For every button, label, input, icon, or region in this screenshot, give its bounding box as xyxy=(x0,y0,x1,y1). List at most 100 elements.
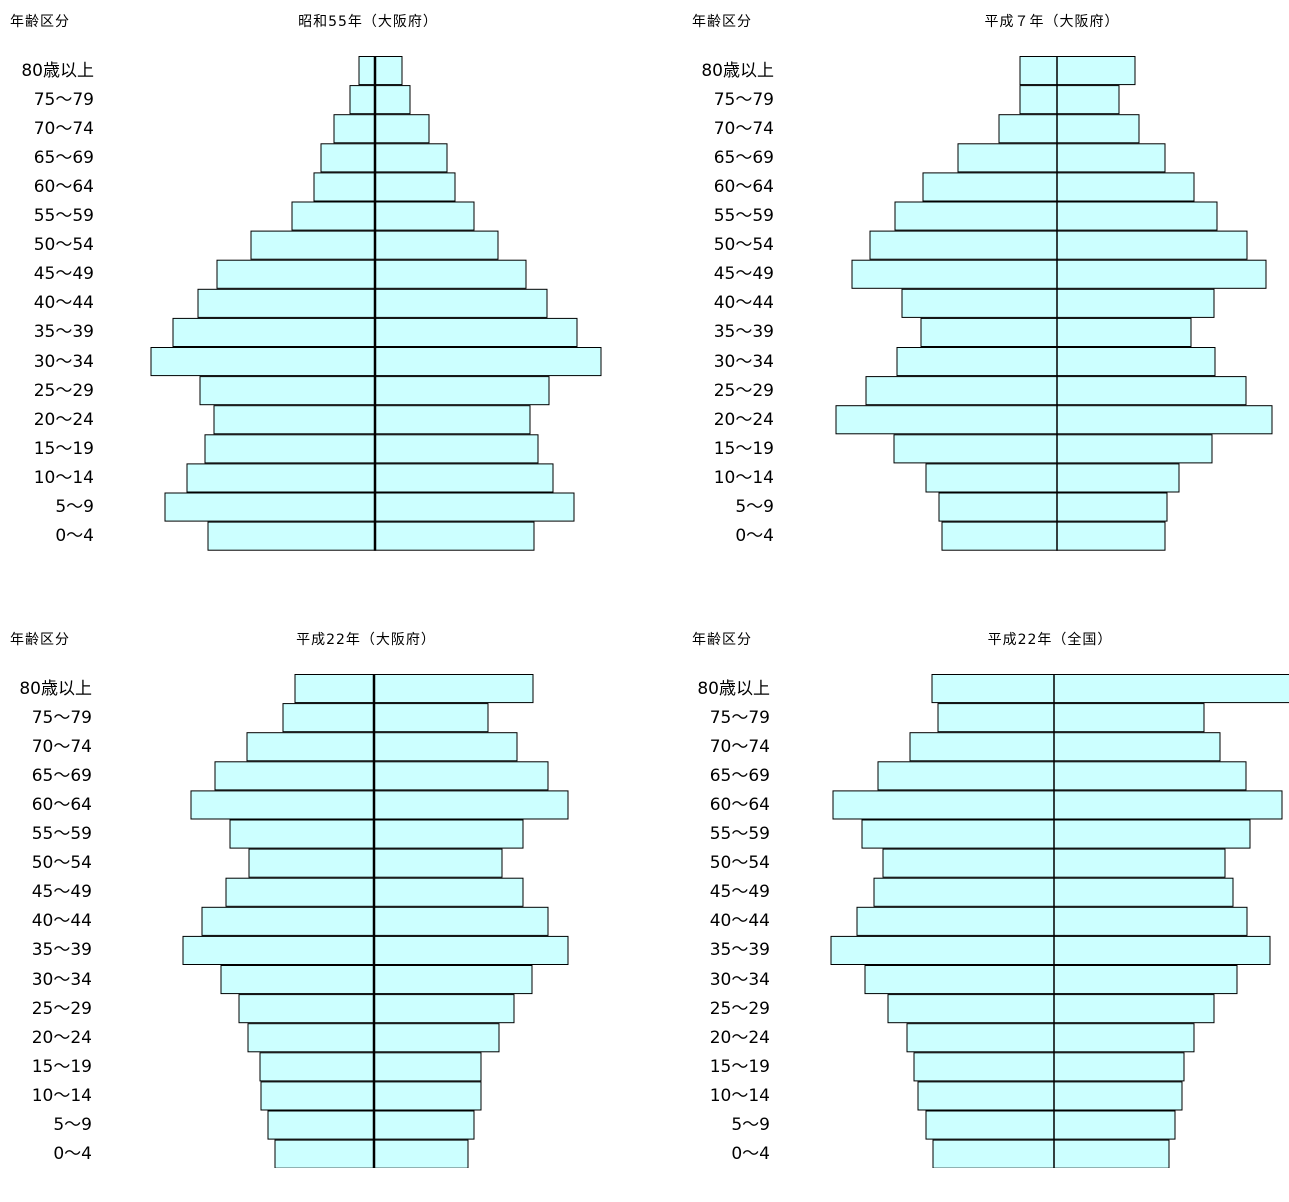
age-tick-label: 35〜39 xyxy=(713,322,774,343)
age-tick-label: 70〜74 xyxy=(31,736,92,757)
bar-left-0 xyxy=(931,674,1055,704)
age-tick-label: 75〜79 xyxy=(709,707,770,728)
bar-right-4 xyxy=(374,172,456,202)
bar-left-11 xyxy=(199,376,376,406)
bar-left-16 xyxy=(274,1139,375,1168)
age-tick-label: 5〜9 xyxy=(731,1115,770,1136)
bar-right-1 xyxy=(1056,85,1120,115)
bar-left-10 xyxy=(864,965,1055,995)
bar-right-12 xyxy=(373,1023,500,1053)
chart-title: 平成７年（大阪府） xyxy=(984,14,1120,30)
age-tick-label: 65〜69 xyxy=(709,765,770,786)
chart-title: 昭和55年（大阪府） xyxy=(298,14,438,30)
bar-right-3 xyxy=(374,143,448,173)
pyramid-plot xyxy=(835,56,1273,551)
age-tick-label: 5〜9 xyxy=(55,497,94,518)
age-tick-label: 25〜29 xyxy=(31,998,92,1019)
bar-right-9 xyxy=(373,935,569,965)
bar-right-1 xyxy=(1053,703,1205,733)
age-tick-label: 30〜34 xyxy=(31,969,92,990)
bar-right-10 xyxy=(1053,965,1238,995)
bar-right-5 xyxy=(1053,819,1251,849)
bar-left-8 xyxy=(197,288,376,318)
age-tick-label: 40〜44 xyxy=(33,293,94,314)
bar-right-4 xyxy=(1053,790,1283,820)
age-tick-label: 55〜59 xyxy=(709,824,770,845)
age-tick-label: 15〜19 xyxy=(709,1056,770,1077)
bar-left-16 xyxy=(932,1139,1055,1168)
age-tick-label: 75〜79 xyxy=(31,707,92,728)
age-tick-label: 15〜19 xyxy=(713,438,774,459)
age-tick-label: 50〜54 xyxy=(31,853,92,874)
bar-right-9 xyxy=(1056,317,1192,347)
bar-left-5 xyxy=(291,201,376,231)
bar-left-1 xyxy=(282,703,375,733)
age-tick-label: 10〜14 xyxy=(31,1085,92,1106)
chart-title: 平成22年（全国） xyxy=(987,632,1113,648)
bar-right-8 xyxy=(373,906,549,936)
age-tick-label: 70〜74 xyxy=(709,736,770,757)
bar-left-7 xyxy=(216,259,376,289)
bar-right-2 xyxy=(374,114,430,144)
bar-left-5 xyxy=(861,819,1055,849)
age-tick-label: 35〜39 xyxy=(33,322,94,343)
bar-left-13 xyxy=(913,1052,1055,1082)
bar-right-11 xyxy=(374,376,550,406)
bar-right-15 xyxy=(1053,1110,1176,1140)
age-tick-label: 30〜34 xyxy=(33,351,94,372)
bar-right-4 xyxy=(1056,172,1195,202)
bar-left-0 xyxy=(294,674,375,704)
bar-right-16 xyxy=(373,1139,469,1168)
bar-left-10 xyxy=(220,965,375,995)
bar-left-6 xyxy=(250,230,376,260)
pyramid-plot xyxy=(830,674,1289,1168)
bar-left-1 xyxy=(937,703,1055,733)
bar-left-12 xyxy=(213,405,376,435)
age-tick-label: 35〜39 xyxy=(31,940,92,961)
bar-left-8 xyxy=(856,906,1055,936)
bar-right-15 xyxy=(374,492,575,522)
bar-left-15 xyxy=(267,1110,375,1140)
age-tick-label: 65〜69 xyxy=(713,147,774,168)
bar-right-5 xyxy=(373,819,524,849)
bar-right-6 xyxy=(373,848,503,878)
bar-right-13 xyxy=(1053,1052,1185,1082)
age-tick-label: 5〜9 xyxy=(735,497,774,518)
age-tick-label: 65〜69 xyxy=(31,765,92,786)
age-tick-label: 30〜34 xyxy=(713,351,774,372)
bar-right-12 xyxy=(374,405,531,435)
age-tick-label: 50〜54 xyxy=(33,235,94,256)
age-tick-label: 0〜4 xyxy=(731,1144,770,1165)
age-tick-label: 25〜29 xyxy=(709,998,770,1019)
bar-left-14 xyxy=(260,1081,375,1111)
bar-left-2 xyxy=(998,114,1058,144)
bar-right-7 xyxy=(1056,259,1267,289)
bar-left-4 xyxy=(190,790,375,820)
bar-left-13 xyxy=(893,434,1058,464)
age-tick-label: 25〜29 xyxy=(33,380,94,401)
bar-left-1 xyxy=(1019,85,1058,115)
age-tick-label: 75〜79 xyxy=(713,89,774,110)
bar-right-6 xyxy=(1053,848,1226,878)
bar-right-12 xyxy=(1053,1023,1195,1053)
bar-right-5 xyxy=(1056,201,1218,231)
bar-right-7 xyxy=(374,259,527,289)
bar-right-10 xyxy=(374,347,602,377)
age-tick-label: 80歳以上 xyxy=(697,678,770,699)
bar-right-0 xyxy=(1056,56,1136,86)
bar-right-12 xyxy=(1056,405,1273,435)
pyramid-plot xyxy=(150,56,602,551)
age-tick-label: 60〜64 xyxy=(709,794,770,815)
age-tick-label: 25〜29 xyxy=(713,380,774,401)
bar-right-4 xyxy=(373,790,569,820)
bar-right-11 xyxy=(373,994,515,1024)
bar-left-16 xyxy=(941,521,1058,551)
bar-right-11 xyxy=(1053,994,1215,1024)
age-tick-label: 45〜49 xyxy=(709,882,770,903)
pyramid-chart-h7-osaka: 年齢区分 平成７年（大阪府） 80歳以上 75〜79 70〜74 65〜69 60〜64… xyxy=(682,0,1289,584)
bar-right-14 xyxy=(373,1081,482,1111)
age-tick-label: 75〜79 xyxy=(33,89,94,110)
age-tick-label: 80歳以上 xyxy=(701,60,774,81)
age-tick-label: 10〜14 xyxy=(709,1085,770,1106)
age-tick-label: 60〜64 xyxy=(31,794,92,815)
